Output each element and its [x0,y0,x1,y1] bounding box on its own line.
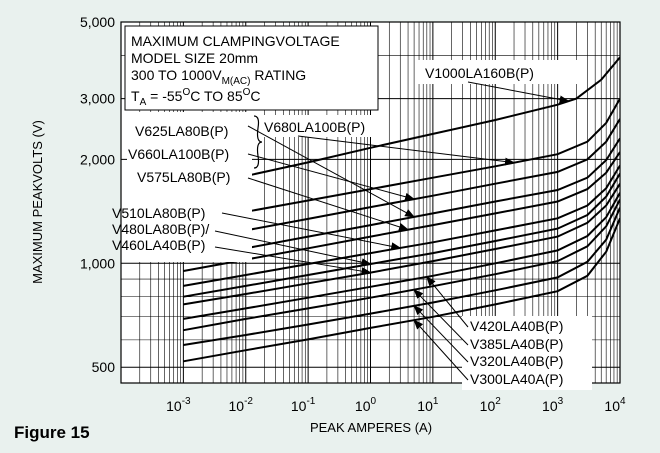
series-line [183,151,620,272]
series-line [183,217,620,363]
series-label: V320LA40B(P) [470,353,563,369]
series-line [183,137,620,262]
label-brace [253,115,263,169]
series-line [183,172,620,298]
info-box-frame [124,25,379,111]
series-line [183,192,620,320]
annotation-arrow [221,212,402,251]
x-tick-labels: 10-3 10-2 10-1 100 101 102 103 104 [166,396,626,414]
x-tick-label: 103 [542,396,564,414]
info-box: MAXIMUM CLAMPINGVOLTAGE MODEL SIZE 20mm … [124,25,379,111]
series-line [183,183,620,306]
plot-border [120,21,621,384]
x-tick-label: 10-3 [166,396,191,414]
figure-label: Figure 15 [14,423,90,442]
series-label: V480LA80B(P)/ [112,221,209,237]
y-axis-label: MAXIMUM PEAKVOLTS (V) [30,120,45,284]
annotation-arrow [413,319,469,381]
x-axis-label: PEAK AMPERES (A) [310,420,432,435]
label-box-v1000 [418,60,578,84]
series-line [183,199,620,332]
series-label: V1000LA160B(P) [425,65,534,81]
series-line [183,56,620,192]
series-label: V660LA100B(P) [128,146,229,162]
series-label: V300LA40A(P) [470,371,563,387]
annotation-arrow [247,177,410,231]
info-box-line1: MAXIMUM CLAMPINGVOLTAGE [131,33,340,49]
series-label: V510LA80B(P) [112,205,205,221]
label-box-v680 [260,115,388,137]
series-line [183,207,620,346]
series-label: V575LA80B(P) [137,169,230,185]
annotation-arrow [426,276,469,328]
label-box-left [127,112,252,262]
series-line [183,98,620,225]
annotation-arrow [247,125,415,218]
annotation-arrow [247,153,416,201]
series-label: V385LA40B(P) [470,336,563,352]
y-tick-labels: 500 1,000 2,000 3,000 5,000 [80,14,115,375]
x-tick-label: 102 [480,396,502,414]
series-label: V460LA40B(P) [112,237,205,253]
y-tick-label: 5,000 [80,14,115,30]
x-tick-label: 10-2 [229,396,254,414]
annotation-arrow [214,246,372,276]
annotations: V1000LA160B(P) V680LA100B(P) V625LA80B(P) V… [112,65,570,387]
series-label: V680LA100B(P) [264,119,365,135]
series-line [183,118,620,244]
y-tick-label: 500 [92,359,116,375]
series-label: V625LA80B(P) [135,123,228,139]
series-label: V420LA40B(P) [470,318,563,334]
annotation-arrow [214,230,372,267]
annotation-arrow [297,135,516,166]
x-tick-label: 10-1 [291,396,316,414]
x-tick-label: 101 [417,396,439,414]
y-tick-label: 1,000 [80,255,115,271]
x-tick-label: 100 [355,396,377,414]
info-box-line3: 300 TO 1000VM(AC) RATING [131,67,306,87]
y-tick-label: 3,000 [80,91,115,107]
info-box-line4: TA = -55OC TO 85OC [131,87,261,108]
annotation-arrow [413,288,469,346]
label-box-right [462,316,592,390]
info-box-line2: MODEL SIZE 20mm [131,50,258,66]
series-line [183,164,620,287]
annotation-arrow [467,81,570,104]
annotation-arrow [413,305,469,363]
series-lines [183,56,620,363]
y-tick-label: 2,000 [80,151,115,167]
x-tick-label: 104 [604,396,626,414]
